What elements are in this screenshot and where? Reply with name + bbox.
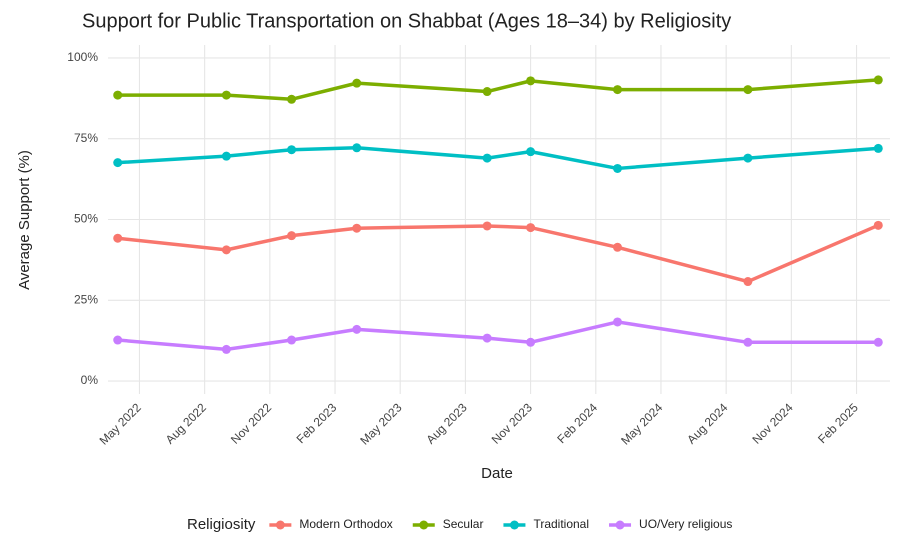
data-point bbox=[352, 143, 362, 153]
x-tick-label: Nov 2023 bbox=[489, 400, 535, 446]
legend-label: UO/Very religious bbox=[639, 517, 732, 531]
data-point bbox=[613, 85, 623, 95]
data-point bbox=[221, 90, 231, 100]
legend: Religiosity Modern Orthodox Secular Traditi… bbox=[187, 516, 732, 533]
data-point bbox=[873, 220, 883, 230]
data-point bbox=[287, 145, 297, 155]
data-point bbox=[526, 223, 536, 233]
x-tick-label: May 2022 bbox=[97, 400, 144, 447]
x-axis-label: Date bbox=[481, 465, 513, 482]
data-point bbox=[221, 245, 231, 255]
legend-label: Secular bbox=[443, 517, 484, 531]
x-tick-label: Feb 2023 bbox=[294, 400, 340, 446]
x-tick-label: May 2024 bbox=[618, 400, 665, 447]
data-point bbox=[287, 94, 297, 104]
data-point bbox=[113, 335, 123, 345]
lines bbox=[113, 75, 883, 354]
data-point bbox=[743, 85, 753, 95]
series-line bbox=[117, 320, 879, 352]
x-tick-label: Aug 2024 bbox=[684, 400, 730, 446]
x-tick-label: Aug 2022 bbox=[163, 400, 209, 446]
data-point bbox=[287, 335, 297, 345]
x-tick-label: Feb 2025 bbox=[815, 400, 861, 446]
y-tick-label: 0% bbox=[81, 373, 99, 387]
legend-swatch-point bbox=[275, 520, 285, 530]
data-point bbox=[613, 317, 623, 327]
legend-title: Religiosity bbox=[187, 516, 256, 533]
data-point bbox=[526, 147, 536, 157]
x-tick-label: Nov 2022 bbox=[228, 400, 274, 446]
data-point bbox=[482, 87, 492, 97]
data-point bbox=[873, 75, 883, 85]
y-tick-label: 100% bbox=[67, 50, 98, 64]
data-point bbox=[743, 153, 753, 163]
legend-swatch-point bbox=[509, 520, 519, 530]
series-line bbox=[117, 78, 879, 102]
data-point bbox=[113, 90, 123, 100]
y-tick-label: 50% bbox=[74, 212, 98, 226]
x-tick-label: Feb 2024 bbox=[554, 400, 600, 446]
x-tick-label: Nov 2024 bbox=[749, 400, 795, 446]
data-point bbox=[526, 337, 536, 347]
data-point bbox=[482, 221, 492, 231]
legend-swatch-point bbox=[615, 520, 625, 530]
y-tick-label: 75% bbox=[74, 131, 98, 145]
y-axis-label: Average Support (%) bbox=[16, 150, 33, 290]
data-point bbox=[743, 337, 753, 347]
data-point bbox=[482, 333, 492, 343]
data-point bbox=[613, 242, 623, 252]
data-point bbox=[482, 153, 492, 163]
x-tick-label: May 2023 bbox=[357, 400, 404, 447]
data-point bbox=[613, 163, 623, 173]
legend-swatch-point bbox=[419, 520, 429, 530]
data-point bbox=[743, 277, 753, 287]
data-point bbox=[221, 344, 231, 354]
legend-label: Modern Orthodox bbox=[299, 517, 392, 531]
data-point bbox=[352, 223, 362, 233]
data-point bbox=[352, 324, 362, 334]
data-point bbox=[526, 76, 536, 86]
data-point bbox=[287, 231, 297, 241]
x-tick-label: Aug 2023 bbox=[424, 400, 470, 446]
series-line bbox=[117, 146, 879, 171]
data-point bbox=[873, 337, 883, 347]
data-point bbox=[873, 143, 883, 153]
series-line bbox=[117, 223, 879, 284]
data-point bbox=[113, 233, 123, 243]
chart-title: Support for Public Transportation on Sha… bbox=[82, 10, 731, 32]
data-point bbox=[113, 158, 123, 168]
legend-label: Traditional bbox=[533, 517, 589, 531]
data-point bbox=[221, 151, 231, 161]
data-point bbox=[352, 78, 362, 88]
y-tick-label: 25% bbox=[74, 292, 98, 306]
